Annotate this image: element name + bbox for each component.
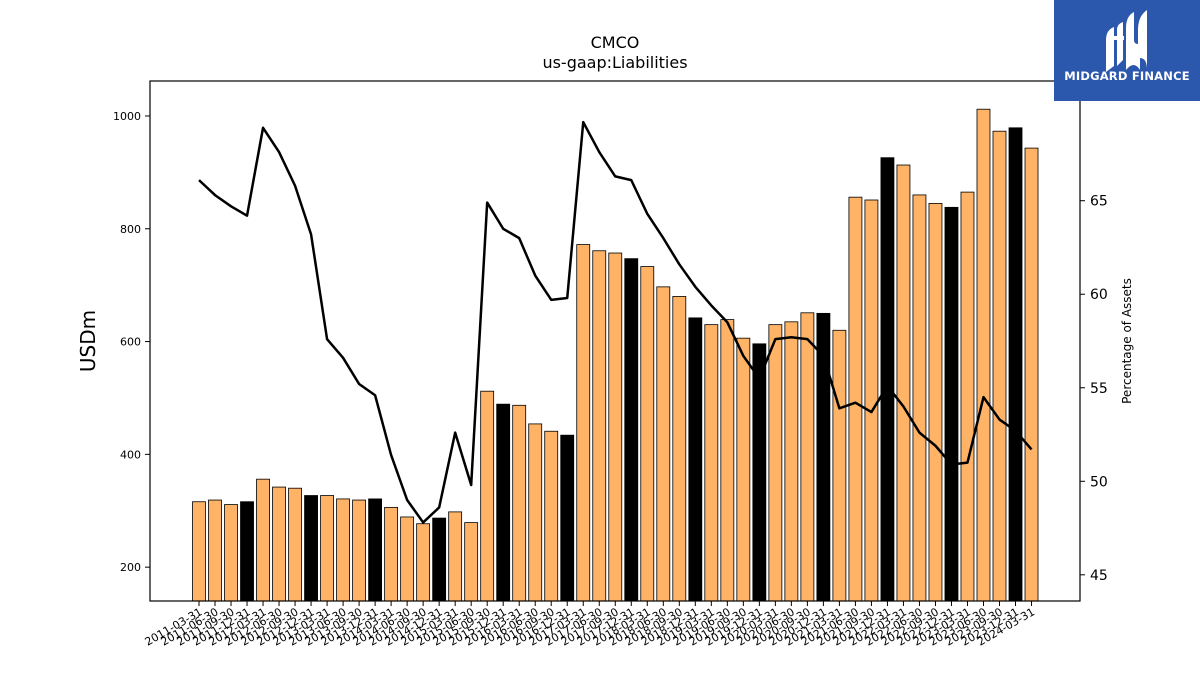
bar-2013-06-30 — [336, 498, 350, 602]
y-tick-label-800: 800 — [120, 223, 141, 236]
bar-2011-03-31 — [192, 501, 206, 602]
y2-tick-label-50: 50 — [1090, 474, 1108, 490]
bar-2017-09-30 — [608, 252, 623, 602]
y2-axis-label: Percentage of Assets — [1120, 278, 1134, 404]
bar-2022-09-30 — [928, 202, 943, 602]
bar-2016-12-31 — [560, 434, 575, 602]
y2-tick-label-65: 65 — [1090, 194, 1108, 210]
bar-2019-06-30 — [720, 319, 735, 602]
bar-2018-09-30 — [672, 296, 687, 602]
bar-2013-09-30 — [352, 499, 367, 602]
chart-subtitle: us-gaap:Liabilities — [542, 53, 687, 72]
percent-line-series — [198, 120, 1033, 524]
bar-2017-06-30 — [592, 250, 607, 602]
bar-2021-09-30 — [864, 199, 879, 602]
bar-2018-12-31 — [688, 317, 703, 602]
bar-2014-09-30 — [416, 523, 431, 602]
bar-2011-09-30 — [224, 504, 238, 602]
y2-tick-label-55: 55 — [1090, 381, 1108, 397]
bar-2016-06-30 — [528, 423, 543, 602]
bar-2019-09-30 — [736, 337, 751, 602]
bar-2023-09-30 — [992, 130, 1007, 602]
bar-2020-03-31 — [768, 324, 783, 602]
y-tick-label-200: 200 — [120, 561, 141, 574]
logo-mark-icon — [1106, 10, 1147, 72]
bar-2021-12-31 — [880, 157, 895, 602]
bar-2013-12-31 — [368, 498, 383, 602]
bar-2016-03-31 — [512, 404, 527, 602]
bar-2022-03-31 — [896, 164, 911, 602]
bar-2015-03-31 — [448, 511, 463, 602]
bar-2019-03-31 — [704, 324, 719, 602]
bar-series — [192, 108, 1039, 602]
bar-2018-03-31 — [640, 266, 655, 602]
bar-2015-09-30 — [480, 390, 495, 602]
axes: 200400600800100045505560652011-03-312011… — [113, 80, 1108, 649]
percent-of-assets-line — [198, 120, 1033, 524]
bar-2012-06-30 — [272, 486, 286, 602]
bar-2015-12-31 — [496, 403, 511, 602]
bar-2020-06-30 — [784, 321, 799, 602]
bar-2012-03-31 — [256, 478, 270, 602]
bar-2023-06-30 — [976, 108, 991, 602]
bar-2020-09-30 — [800, 312, 815, 602]
bar-2017-12-31 — [624, 258, 639, 602]
bar-2019-12-31 — [752, 343, 767, 602]
bar-2016-09-30 — [544, 430, 559, 602]
bar-2017-03-31 — [576, 244, 591, 602]
bar-2014-12-31 — [432, 517, 447, 602]
bar-2021-06-30 — [848, 196, 863, 602]
bar-2012-09-30 — [288, 487, 302, 602]
bar-2014-03-31 — [384, 506, 399, 602]
y-tick-label-400: 400 — [120, 448, 141, 461]
bar-2018-06-30 — [656, 286, 671, 602]
chart-title: CMCO — [591, 33, 640, 52]
y2-tick-label-60: 60 — [1090, 287, 1108, 303]
y-axis-label: USDm — [76, 310, 100, 372]
y-tick-label-600: 600 — [120, 336, 141, 349]
bar-2011-12-31 — [240, 501, 254, 602]
bar-2023-03-31 — [960, 191, 975, 602]
bar-2022-12-31 — [944, 206, 959, 602]
bar-2013-03-31 — [320, 495, 334, 602]
y-tick-label-1000: 1000 — [113, 110, 141, 123]
bar-2022-06-30 — [912, 194, 927, 602]
bar-2021-03-31 — [832, 329, 847, 602]
bar-2024-03-31 — [1024, 147, 1039, 602]
bar-2023-12-31 — [1008, 127, 1023, 602]
bar-2011-06-30 — [208, 499, 222, 602]
y2-tick-label-45: 45 — [1090, 568, 1108, 584]
midgard-finance-logo: MIDGARD FINANCE — [1054, 0, 1200, 101]
bar-2014-06-30 — [400, 516, 415, 602]
logo-text: MIDGARD FINANCE — [1064, 69, 1190, 83]
bar-2015-06-30 — [464, 522, 479, 602]
bar-2012-12-31 — [304, 495, 318, 602]
